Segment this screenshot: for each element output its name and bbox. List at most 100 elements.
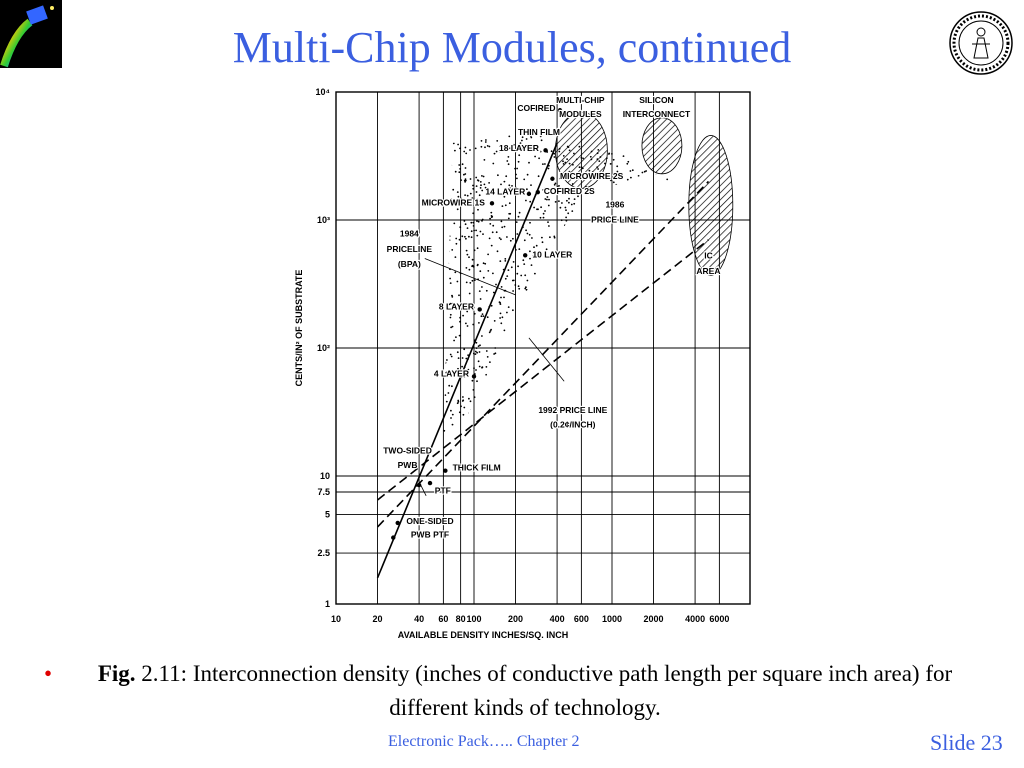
stipple-dot	[636, 355, 639, 358]
stipple-dot	[599, 357, 602, 359]
stipple-dot	[446, 370, 449, 373]
stipple-dot	[521, 136, 524, 139]
stipple-dot	[507, 306, 510, 308]
caption-body: 2.11: Interconnection density (inches of…	[135, 661, 953, 720]
stipple-dot	[559, 369, 561, 372]
stipple-dot	[496, 250, 499, 253]
price-line-2	[376, 180, 710, 528]
stipple-dot	[504, 277, 507, 280]
y-tick-label: 10⁴	[316, 87, 330, 97]
stipple-dot	[481, 395, 483, 398]
stipple-dot	[479, 394, 482, 397]
stipple-dot	[446, 138, 448, 141]
stipple-dot	[550, 150, 553, 153]
y-tick-label: 5	[325, 510, 330, 520]
stipple-dot	[600, 336, 603, 339]
stipple-dot	[589, 265, 592, 267]
stipple-dot	[675, 253, 677, 256]
stipple-dot	[476, 264, 479, 267]
stipple-dot	[469, 149, 471, 151]
stipple-dot	[485, 350, 488, 352]
stipple-dot	[587, 358, 590, 361]
caption-text: Fig. 2.11: Interconnection density (inch…	[40, 657, 980, 725]
stipple-dot	[488, 371, 491, 374]
stipple-dot	[475, 185, 478, 187]
stipple-dot	[625, 301, 628, 304]
stipple-dot	[484, 262, 487, 265]
stipple-dot	[571, 310, 574, 312]
stipple-dot	[527, 315, 530, 318]
stipple-dot	[609, 163, 612, 165]
stipple-dot	[544, 372, 546, 374]
stipple-dot	[452, 188, 455, 191]
stipple-dot	[639, 429, 642, 431]
stipple-dot	[631, 187, 634, 189]
stipple-dot	[529, 200, 532, 203]
stipple-dot	[686, 319, 688, 321]
stipple-dot	[469, 400, 472, 403]
stipple-dot	[656, 211, 658, 214]
stipple-dot	[476, 133, 478, 136]
stipple-dot	[577, 245, 580, 248]
stipple-dot	[620, 244, 622, 247]
stipple-dot	[636, 282, 639, 284]
stipple-dot	[526, 173, 529, 176]
stipple-dot	[448, 239, 451, 242]
stipple-dot	[576, 216, 579, 219]
stipple-dot	[568, 305, 570, 307]
y-tick-label: 10²	[317, 343, 330, 353]
stipple-dot	[634, 305, 637, 308]
stipple-dot	[459, 226, 462, 229]
stipple-dot	[570, 435, 573, 438]
stipple-dot	[573, 243, 576, 246]
stipple-dot	[475, 347, 478, 349]
stipple-dot	[595, 319, 598, 322]
stipple-dot	[689, 288, 692, 291]
stipple-dot	[665, 222, 667, 225]
chart-annotation: MICROWIRE 2S	[560, 171, 624, 181]
stipple-dot	[544, 210, 546, 212]
stipple-dot	[570, 203, 573, 206]
stipple-dot	[634, 137, 637, 140]
stipple-dot	[632, 307, 635, 310]
stipple-dot	[605, 427, 608, 429]
stipple-dot	[643, 297, 646, 299]
stipple-dot	[627, 429, 630, 432]
stipple-dot	[588, 234, 591, 236]
stipple-dot	[501, 408, 504, 411]
stipple-dot	[537, 292, 540, 295]
stipple-dot	[597, 262, 600, 264]
stipple-dot	[650, 357, 653, 360]
stipple-dot	[464, 223, 467, 226]
stipple-dot	[633, 330, 636, 332]
stipple-dot	[620, 384, 622, 386]
y-tick-label: 1	[325, 599, 330, 609]
stipple-dot	[534, 155, 536, 158]
data-point	[489, 201, 495, 206]
stipple-dot	[578, 395, 581, 398]
stipple-dot	[565, 209, 567, 211]
stipple-dot	[447, 392, 450, 394]
stipple-dot	[685, 215, 688, 218]
stipple-dot	[515, 186, 517, 189]
stipple-dot	[507, 217, 510, 220]
stipple-dot	[681, 361, 684, 364]
stipple-dot	[553, 152, 556, 155]
stipple-dot	[489, 400, 492, 403]
stipple-dot	[569, 362, 572, 365]
stipple-dot	[452, 140, 454, 143]
stipple-dot	[523, 318, 526, 321]
stipple-dot	[602, 251, 604, 254]
stipple-dot	[574, 298, 577, 300]
stipple-dot	[554, 182, 557, 185]
stipple-dot	[465, 152, 468, 155]
stipple-dot	[642, 241, 645, 243]
stipple-dot	[586, 271, 589, 274]
stipple-dot	[485, 401, 488, 404]
chart-annotation: MICROWIRE 1S	[422, 197, 486, 207]
stipple-dot	[465, 237, 467, 240]
stipple-dot	[531, 325, 534, 327]
stipple-dot	[646, 359, 649, 362]
stipple-dot	[450, 164, 453, 167]
stipple-dot	[512, 143, 515, 146]
